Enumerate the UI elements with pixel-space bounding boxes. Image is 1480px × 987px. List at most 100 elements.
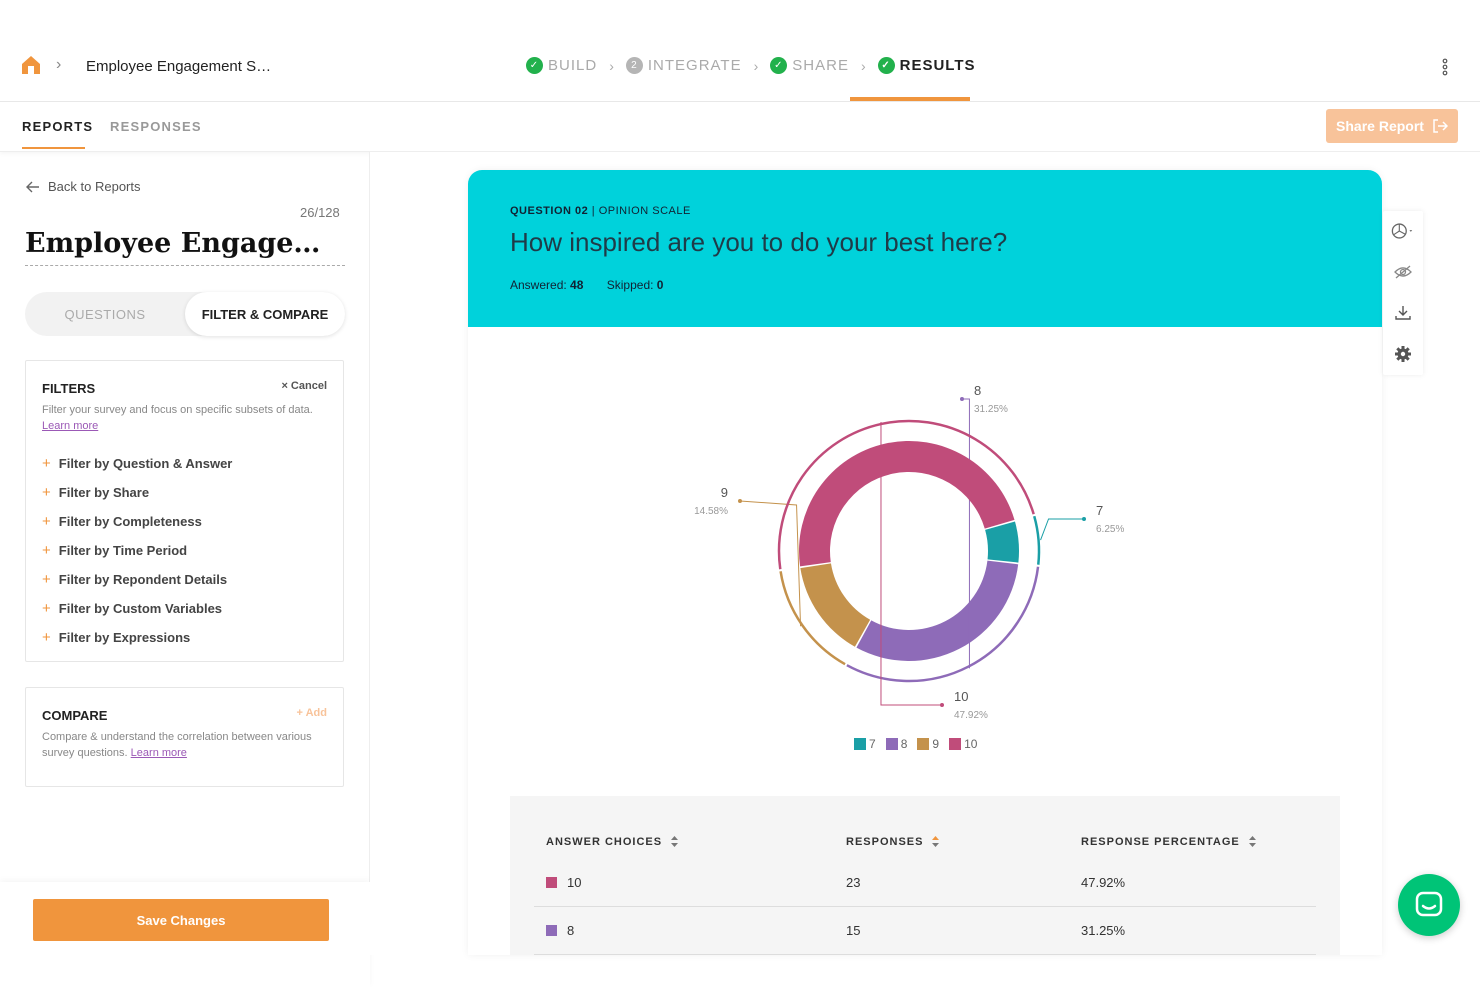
cell-choice: 10	[546, 875, 581, 890]
share-report-button[interactable]: Share Report	[1326, 109, 1458, 143]
filter-by-question-answer[interactable]: + Filter by Question & Answer	[42, 449, 232, 478]
tab-reports[interactable]: REPORTS	[22, 119, 94, 134]
donut-slice-7[interactable]	[985, 521, 1019, 563]
skipped-label: Skipped:	[606, 278, 654, 292]
sort-icon	[1248, 836, 1256, 847]
chart-legend: 7 8 9 10	[854, 737, 977, 751]
chat-icon	[1415, 891, 1443, 917]
header-response-percentage[interactable]: RESPONSE PERCENTAGE	[1081, 835, 1257, 848]
legend-item-8[interactable]: 8	[885, 737, 907, 751]
segment-questions[interactable]: QUESTIONS	[64, 306, 146, 322]
table-row: 10 23 47.92%	[534, 859, 1316, 907]
question-type: OPINION SCALE	[598, 205, 691, 217]
legend-swatch	[854, 738, 866, 750]
slice-percent-7: 6.25%	[1096, 524, 1124, 535]
download-icon	[1395, 306, 1411, 320]
donut-slice-10[interactable]	[799, 441, 1015, 567]
check-icon: ✓	[526, 57, 543, 74]
slice-percent-9: 14.58%	[694, 506, 728, 517]
active-tab-underline	[22, 147, 85, 149]
plus-icon: +	[42, 484, 51, 501]
download-button[interactable]	[1391, 301, 1415, 325]
filter-label: Filter by Custom Variables	[58, 601, 223, 616]
leader-line-8	[962, 398, 970, 669]
slice-label-10: 10	[954, 689, 968, 704]
filters-desc-text: Filter your survey and focus on specific…	[42, 404, 313, 416]
chevron-right-icon: ›	[56, 56, 62, 73]
step-results[interactable]: ✓ RESULTS	[877, 57, 976, 74]
active-step-indicator	[850, 97, 970, 101]
legend-item-7[interactable]: 7	[854, 737, 876, 751]
legend-swatch	[949, 738, 962, 750]
add-compare-button[interactable]: + Add	[296, 707, 327, 719]
filter-by-share[interactable]: + Filter by Share	[42, 478, 232, 507]
legend-item-10[interactable]: 10	[949, 737, 977, 751]
back-to-reports-label: Back to Reports	[48, 179, 141, 194]
breadcrumb-survey-title[interactable]: Employee Engagement S…	[86, 58, 272, 75]
compare-learn-more-link[interactable]: Learn more	[130, 747, 187, 759]
chat-support-button[interactable]	[1398, 874, 1460, 936]
legend-label: 7	[869, 737, 876, 751]
cancel-filters-button[interactable]: × Cancel	[281, 380, 327, 392]
sidebar-segment-control: QUESTIONS FILTER & COMPARE	[25, 292, 345, 336]
choice-swatch	[546, 925, 557, 936]
filter-label: Filter by Completeness	[58, 514, 202, 529]
donut-halo-9	[779, 571, 846, 666]
compare-description: Compare & understand the correlation bet…	[42, 729, 332, 761]
header-label: ANSWER CHOICES	[546, 835, 663, 848]
legend-item-9[interactable]: 9	[917, 737, 939, 751]
question-number: QUESTION 02	[510, 205, 589, 217]
legend-swatch	[885, 738, 898, 750]
step-results-label: RESULTS	[899, 57, 976, 74]
chevron-right-icon: ›	[609, 57, 614, 74]
donut-slice-8[interactable]	[856, 560, 1019, 662]
header-responses[interactable]: RESPONSES	[846, 835, 940, 848]
filter-by-custom-variables[interactable]: + Filter by Custom Variables	[42, 594, 232, 623]
question-text: How inspired are you to do your best her…	[510, 227, 1008, 257]
save-changes-button[interactable]: Save Changes	[33, 899, 329, 941]
filter-by-expressions[interactable]: + Filter by Expressions	[42, 623, 232, 652]
question-header: QUESTION 02 | OPINION SCALE How inspired…	[468, 170, 1382, 327]
sort-icon	[932, 836, 940, 847]
choice-value: 10	[567, 875, 582, 890]
step-integrate-label: INTEGRATE	[647, 57, 742, 74]
legend-label: 10	[964, 737, 978, 751]
step-integrate[interactable]: 2 INTEGRATE	[625, 57, 742, 74]
plus-icon: +	[42, 513, 51, 530]
filters-learn-more-link[interactable]: Learn more	[42, 420, 99, 432]
step-share[interactable]: ✓ SHARE	[770, 57, 849, 74]
slice-percent-10: 47.92%	[954, 710, 988, 721]
settings-button[interactable]	[1391, 342, 1415, 366]
slice-percent-8: 31.25%	[974, 404, 1008, 415]
donut-slice-9[interactable]	[800, 563, 871, 647]
leader-dot-9	[738, 499, 742, 503]
chart-type-button[interactable]	[1391, 219, 1415, 243]
more-vertical-icon[interactable]	[1438, 57, 1452, 77]
back-to-reports-link[interactable]: Back to Reports	[26, 179, 141, 194]
home-icon[interactable]	[20, 54, 42, 76]
filter-by-respondent-details[interactable]: + Filter by Repondent Details	[42, 565, 232, 594]
cancel-label: Cancel	[290, 380, 327, 392]
step-build[interactable]: ✓ BUILD	[526, 57, 597, 74]
filter-by-time-period[interactable]: + Filter by Time Period	[42, 536, 232, 565]
legend-swatch	[917, 738, 930, 750]
share-icon	[1433, 119, 1448, 133]
answered-label: Answered:	[510, 278, 567, 292]
step-share-label: SHARE	[792, 57, 849, 74]
filter-by-completeness[interactable]: + Filter by Completeness	[42, 507, 232, 536]
hide-button[interactable]	[1391, 260, 1415, 284]
question-meta: QUESTION 02 | OPINION SCALE	[510, 205, 691, 217]
choice-swatch	[546, 877, 557, 888]
choice-value: 8	[567, 923, 575, 938]
leader-line-9	[739, 500, 802, 627]
results-table: ANSWER CHOICES RESPONSES RESPONSE PERCEN…	[510, 796, 1340, 955]
compare-desc-text: Compare & understand the correlation bet…	[42, 731, 312, 759]
plus-icon: +	[42, 455, 51, 472]
survey-title: Employee Engagemen...	[25, 228, 345, 266]
leader-dot-8	[960, 397, 964, 401]
header-answer-choices[interactable]: ANSWER CHOICES	[546, 835, 679, 848]
sub-navigation: REPORTS RESPONSES Share Report	[0, 102, 1480, 152]
segment-filter-compare[interactable]: FILTER & COMPARE	[185, 292, 345, 336]
cell-responses: 15	[846, 923, 861, 938]
tab-responses[interactable]: RESPONSES	[110, 119, 202, 134]
